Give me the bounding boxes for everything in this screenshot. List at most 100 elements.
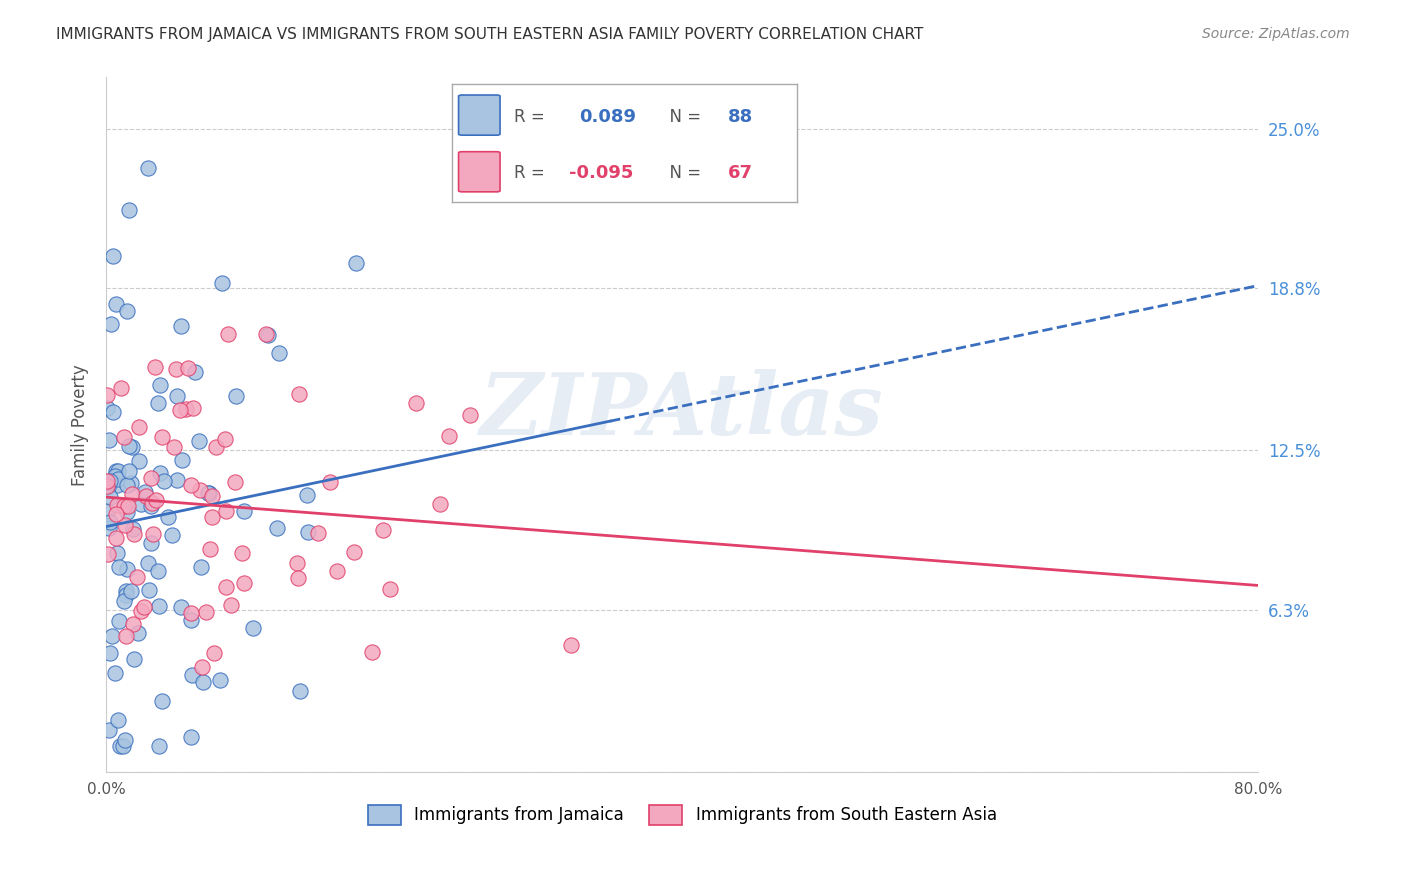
Immigrants from South Eastern Asia — [163, 440, 186, 454]
Immigrants from South Eastern Asia — [180, 478, 202, 492]
Immigrants from Jamaica — [103, 249, 125, 263]
Immigrants from South Eastern Asia — [215, 581, 238, 595]
Immigrants from Jamaica — [98, 474, 121, 488]
Immigrants from South Eastern Asia — [122, 526, 145, 541]
Immigrants from South Eastern Asia — [319, 475, 342, 489]
Immigrants from South Eastern Asia — [458, 409, 481, 423]
Immigrants from Jamaica — [96, 504, 118, 518]
Immigrants from Jamaica — [193, 674, 215, 689]
Immigrants from Jamaica — [101, 405, 124, 419]
Immigrants from Jamaica — [112, 594, 135, 608]
Immigrants from Jamaica — [139, 500, 162, 514]
Immigrants from South Eastern Asia — [96, 479, 118, 493]
Immigrants from Jamaica — [166, 388, 188, 402]
Immigrants from Jamaica — [104, 665, 127, 680]
Immigrants from South Eastern Asia — [145, 492, 167, 507]
Immigrants from South Eastern Asia — [135, 489, 157, 503]
Immigrants from Jamaica — [225, 388, 247, 402]
Immigrants from South Eastern Asia — [307, 526, 329, 541]
Immigrants from Jamaica — [100, 318, 122, 332]
Immigrants from South Eastern Asia — [288, 387, 311, 401]
Y-axis label: Family Poverty: Family Poverty — [72, 364, 89, 485]
Immigrants from Jamaica — [107, 614, 129, 628]
Immigrants from South Eastern Asia — [221, 598, 243, 612]
Immigrants from Jamaica — [104, 464, 127, 478]
Immigrants from Jamaica — [128, 454, 150, 468]
Immigrants from Jamaica — [120, 583, 142, 598]
Immigrants from South Eastern Asia — [405, 396, 427, 410]
Immigrants from Jamaica — [188, 434, 211, 448]
Immigrants from South Eastern Asia — [141, 527, 163, 541]
Immigrants from South Eastern Asia — [201, 490, 224, 504]
Immigrants from South Eastern Asia — [177, 360, 200, 375]
Immigrants from Jamaica — [166, 473, 188, 487]
Immigrants from Jamaica — [118, 439, 141, 453]
Immigrants from Jamaica — [148, 599, 170, 614]
Immigrants from Jamaica — [180, 667, 202, 681]
Immigrants from Jamaica — [114, 733, 136, 747]
Immigrants from Jamaica — [288, 684, 311, 698]
Immigrants from Jamaica — [107, 464, 129, 478]
Immigrants from Jamaica — [269, 345, 291, 359]
Immigrants from Jamaica — [344, 255, 367, 269]
Immigrants from Jamaica — [98, 516, 121, 530]
Immigrants from Jamaica — [114, 584, 136, 599]
Immigrants from South Eastern Asia — [122, 616, 145, 631]
Immigrants from Jamaica — [117, 505, 139, 519]
Immigrants from South Eastern Asia — [143, 360, 166, 375]
Immigrants from South Eastern Asia — [214, 432, 236, 446]
Immigrants from Jamaica — [96, 401, 118, 416]
Text: ZIPAtlas: ZIPAtlas — [481, 369, 884, 452]
Immigrants from South Eastern Asia — [110, 381, 132, 395]
Immigrants from Jamaica — [101, 629, 124, 643]
Immigrants from Jamaica — [104, 297, 127, 311]
Immigrants from South Eastern Asia — [224, 475, 246, 490]
Immigrants from South Eastern Asia — [215, 504, 238, 518]
Immigrants from Jamaica — [183, 365, 205, 379]
Immigrants from Jamaica — [121, 475, 143, 490]
Immigrants from South Eastern Asia — [105, 498, 128, 512]
Immigrants from South Eastern Asia — [560, 638, 582, 652]
Immigrants from South Eastern Asia — [360, 645, 382, 659]
Immigrants from Jamaica — [153, 474, 176, 488]
Immigrants from Jamaica — [98, 490, 121, 504]
Immigrants from South Eastern Asia — [195, 605, 218, 619]
Immigrants from Jamaica — [162, 528, 184, 542]
Immigrants from Jamaica — [107, 713, 129, 727]
Immigrants from Jamaica — [197, 485, 219, 500]
Immigrants from Jamaica — [107, 560, 129, 574]
Immigrants from Jamaica — [129, 497, 152, 511]
Immigrants from Jamaica — [295, 488, 318, 502]
Immigrants from Jamaica — [148, 739, 170, 754]
Immigrants from South Eastern Asia — [231, 546, 253, 560]
Immigrants from South Eastern Asia — [128, 420, 150, 434]
Immigrants from Jamaica — [134, 485, 156, 500]
Text: Source: ZipAtlas.com: Source: ZipAtlas.com — [1202, 27, 1350, 41]
Immigrants from Jamaica — [150, 694, 173, 708]
Immigrants from Jamaica — [149, 378, 172, 392]
Immigrants from South Eastern Asia — [96, 474, 118, 488]
Immigrants from South Eastern Asia — [191, 660, 214, 674]
Immigrants from South Eastern Asia — [380, 582, 402, 596]
Immigrants from South Eastern Asia — [129, 604, 152, 618]
Immigrants from South Eastern Asia — [181, 401, 204, 415]
Immigrants from Jamaica — [297, 525, 319, 540]
Immigrants from South Eastern Asia — [121, 487, 143, 501]
Immigrants from South Eastern Asia — [139, 471, 162, 485]
Immigrants from Jamaica — [98, 521, 121, 535]
Immigrants from Jamaica — [170, 600, 193, 615]
Immigrants from South Eastern Asia — [200, 541, 222, 556]
Immigrants from Jamaica — [180, 730, 202, 744]
Immigrants from Jamaica — [103, 468, 125, 483]
Immigrants from South Eastern Asia — [114, 518, 136, 533]
Immigrants from South Eastern Asia — [254, 327, 277, 342]
Immigrants from Jamaica — [115, 562, 138, 576]
Immigrants from South Eastern Asia — [150, 430, 173, 444]
Immigrants from South Eastern Asia — [174, 402, 197, 417]
Immigrants from South Eastern Asia — [287, 571, 309, 585]
Immigrants from Jamaica — [112, 739, 135, 754]
Immigrants from South Eastern Asia — [112, 430, 135, 444]
Immigrants from Jamaica — [190, 560, 212, 574]
Immigrants from Jamaica — [136, 161, 159, 175]
Immigrants from South Eastern Asia — [169, 402, 191, 417]
